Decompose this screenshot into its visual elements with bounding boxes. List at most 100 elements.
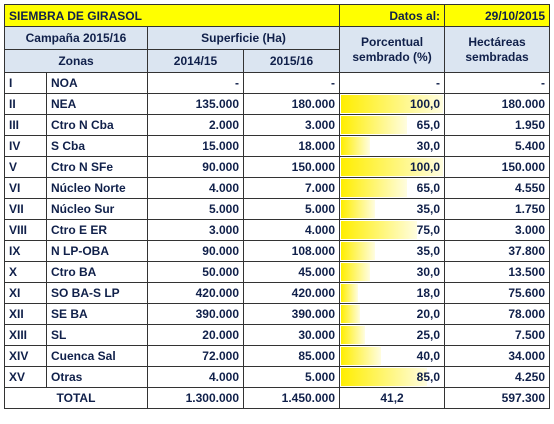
hectares-sown: 37.800 <box>444 240 551 262</box>
subheader: Zonas <box>4 49 148 73</box>
total-hectares: 597.300 <box>444 387 551 409</box>
area-2015: 180.000 <box>242 93 341 115</box>
zone-number: I <box>4 72 47 94</box>
data-bar <box>341 221 418 239</box>
data-bar <box>341 200 376 218</box>
zone-name: Ctro BA <box>46 261 148 283</box>
hectares-sown: 5.400 <box>444 135 551 157</box>
data-row: IV S Cba 15.000 18.000 30,0 5.400 <box>4 135 551 157</box>
percent-cell: 100,0 <box>339 156 446 178</box>
hectares-sown: 3.000 <box>444 219 551 241</box>
area-2015: 45.000 <box>242 261 341 283</box>
zone-name: SO BA-S LP <box>46 282 148 304</box>
data-bar <box>341 242 376 260</box>
zone-name: SL <box>46 324 148 346</box>
zone-number: VIII <box>4 219 47 241</box>
subheader: 2015/16 <box>242 49 341 73</box>
hectares-sown: 78.000 <box>444 303 551 325</box>
data-bar <box>341 158 444 176</box>
percent-value: 65,0 <box>416 118 441 132</box>
hectares-sown: - <box>444 72 551 94</box>
percent-cell: 35,0 <box>339 198 446 220</box>
percent-cell: 40,0 <box>339 345 446 367</box>
area-2014: 72.000 <box>147 345 244 367</box>
hectares-sown: 34.000 <box>444 345 551 367</box>
zone-number: II <box>4 93 47 115</box>
percent-cell: - <box>339 72 446 94</box>
area-2015: 3.000 <box>242 114 341 136</box>
area-2015: 7.000 <box>242 177 341 199</box>
percent-cell: 85,0 <box>339 366 446 388</box>
area-2015: 150.000 <box>242 156 341 178</box>
hectares-sown: 1.750 <box>444 198 551 220</box>
area-2015: 5.000 <box>242 198 341 220</box>
area-2014: 3.000 <box>147 219 244 241</box>
percent-cell: 30,0 <box>339 261 446 283</box>
zone-name: Ctro N SFe <box>46 156 148 178</box>
data-row: VIII Ctro E ER 3.000 4.000 75,0 3.000 <box>4 219 551 241</box>
percent-cell: 100,0 <box>339 93 446 115</box>
percent-value: 25,0 <box>416 328 441 342</box>
zone-number: XII <box>4 303 47 325</box>
column-header: Hectáreas sembradas <box>444 26 551 73</box>
data-bar <box>341 347 381 365</box>
zone-number: XIII <box>4 324 47 346</box>
area-2014: 20.000 <box>147 324 244 346</box>
percent-value: 100,0 <box>410 160 441 174</box>
hectares-sown: 13.500 <box>444 261 551 283</box>
data-bar <box>341 179 407 197</box>
total-2015: 1.450.000 <box>242 387 341 409</box>
percent-value: 40,0 <box>416 349 441 363</box>
zone-name: SE BA <box>46 303 148 325</box>
zone-name: Núcleo Norte <box>46 177 148 199</box>
area-2015: 108.000 <box>242 240 341 262</box>
percent-value: 30,0 <box>416 265 441 279</box>
hectares-sown: 180.000 <box>444 93 551 115</box>
column-header: Superficie (Ha) <box>146 26 341 50</box>
percent-value: 20,0 <box>416 307 441 321</box>
data-row: II NEA 135.000 180.000 100,0 180.000 <box>4 93 551 115</box>
zone-number: III <box>4 114 47 136</box>
data-row: X Ctro BA 50.000 45.000 30,0 13.500 <box>4 261 551 283</box>
data-row: VI Núcleo Norte 4.000 7.000 65,0 4.550 <box>4 177 551 199</box>
data-bar <box>341 137 371 155</box>
area-2015: 5.000 <box>242 366 341 388</box>
percent-value: 85,0 <box>416 370 441 384</box>
column-header: Porcentual sembrado (%) <box>339 26 446 73</box>
zone-number: V <box>4 156 47 178</box>
area-2015: 390.000 <box>242 303 341 325</box>
data-row: I NOA - - - - <box>4 72 551 94</box>
percent-cell: 18,0 <box>339 282 446 304</box>
data-bar <box>341 305 360 323</box>
hectares-sown: 7.500 <box>444 324 551 346</box>
percent-value: 65,0 <box>416 181 441 195</box>
zone-number: XI <box>4 282 47 304</box>
zone-name: N LP-OBA <box>46 240 148 262</box>
area-2014: 4.000 <box>147 177 244 199</box>
percent-cell: 25,0 <box>339 324 446 346</box>
percent-cell: 75,0 <box>339 219 446 241</box>
area-2014: 90.000 <box>147 240 244 262</box>
percent-value: 35,0 <box>416 202 441 216</box>
data-row: V Ctro N SFe 90.000 150.000 100,0 150.000 <box>4 156 551 178</box>
data-row: XIV Cuenca Sal 72.000 85.000 40,0 34.000 <box>4 345 551 367</box>
total-row: TOTAL 1.300.000 1.450.000 41,2 597.300 <box>4 387 551 409</box>
data-bar <box>341 284 358 302</box>
column-header: Campaña 2015/16 <box>4 26 148 50</box>
total-percent: 41,2 <box>339 387 446 409</box>
area-2014: 2.000 <box>147 114 244 136</box>
area-2015: - <box>242 72 341 94</box>
area-2014: 4.000 <box>147 366 244 388</box>
percent-value: 75,0 <box>416 223 441 237</box>
data-row: XIII SL 20.000 30.000 25,0 7.500 <box>4 324 551 346</box>
hectares-sown: 1.950 <box>444 114 551 136</box>
data-row: III Ctro N Cba 2.000 3.000 65,0 1.950 <box>4 114 551 136</box>
title-row: SIEMBRA DE GIRASOL Datos al: 29/10/2015 <box>3 4 551 27</box>
zone-name: NOA <box>46 72 148 94</box>
percent-cell: 65,0 <box>339 177 446 199</box>
total-2014: 1.300.000 <box>147 387 244 409</box>
hectares-sown: 4.550 <box>444 177 551 199</box>
area-2014: 135.000 <box>147 93 244 115</box>
total-label: TOTAL <box>4 387 148 409</box>
date-label: Datos al: <box>339 4 446 27</box>
